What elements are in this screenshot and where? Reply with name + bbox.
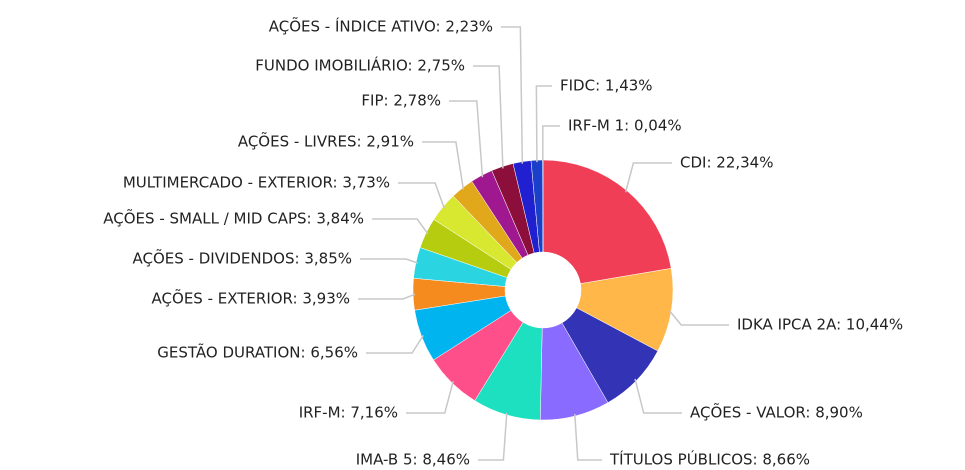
leader-line (624, 162, 672, 193)
leader-line (358, 293, 416, 300)
data-label: MULTIMERCADO - EXTERIOR: 3,73% (123, 174, 390, 192)
leader-line (406, 381, 454, 414)
leader-line (668, 310, 729, 326)
data-label: AÇÕES - LIVRES: 2,91% (238, 132, 414, 151)
leader-line (535, 85, 552, 163)
leader-line (574, 413, 602, 461)
data-label: IDKA IPCA 2A: 10,44% (737, 316, 903, 334)
leader-line (501, 26, 524, 164)
leader-line (542, 125, 560, 163)
data-label: IMA-B 5: 8,46% (356, 451, 470, 469)
leader-line (634, 378, 682, 414)
leader-line (449, 100, 484, 178)
leader-line (478, 412, 508, 461)
leader-line (473, 65, 504, 169)
data-label: AÇÕES - SMALL / MID CAPS: 3,84% (103, 209, 364, 228)
leader-line (422, 141, 465, 190)
leader-line (372, 218, 429, 235)
data-label: FIP: 2,78% (361, 92, 441, 110)
leader-line (360, 258, 419, 264)
data-label: AÇÕES - DIVIDENDOS: 3,85% (133, 249, 353, 268)
data-label: AÇÕES - EXTERIOR: 3,93% (152, 289, 350, 308)
data-label: AÇÕES - VALOR: 8,90% (690, 403, 863, 422)
data-label: IRF-M: 7,16% (299, 404, 398, 422)
slice (542, 159, 672, 284)
data-label: GESTÃO DURATION: 6,56% (157, 343, 358, 362)
data-label: FUNDO IMOBILIÁRIO: 2,75% (255, 56, 465, 75)
data-label: AÇÕES - ÍNDICE ATIVO: 2,23% (269, 17, 493, 36)
leader-line (398, 182, 446, 209)
data-label: CDI: 22,34% (680, 154, 773, 172)
leader-line (366, 334, 424, 354)
data-label: TÍTULOS PÚBLICOS: 8,66% (609, 450, 810, 469)
data-label: IRF-M 1: 0,04% (568, 117, 682, 135)
data-label: FIDC: 1,43% (560, 77, 653, 95)
